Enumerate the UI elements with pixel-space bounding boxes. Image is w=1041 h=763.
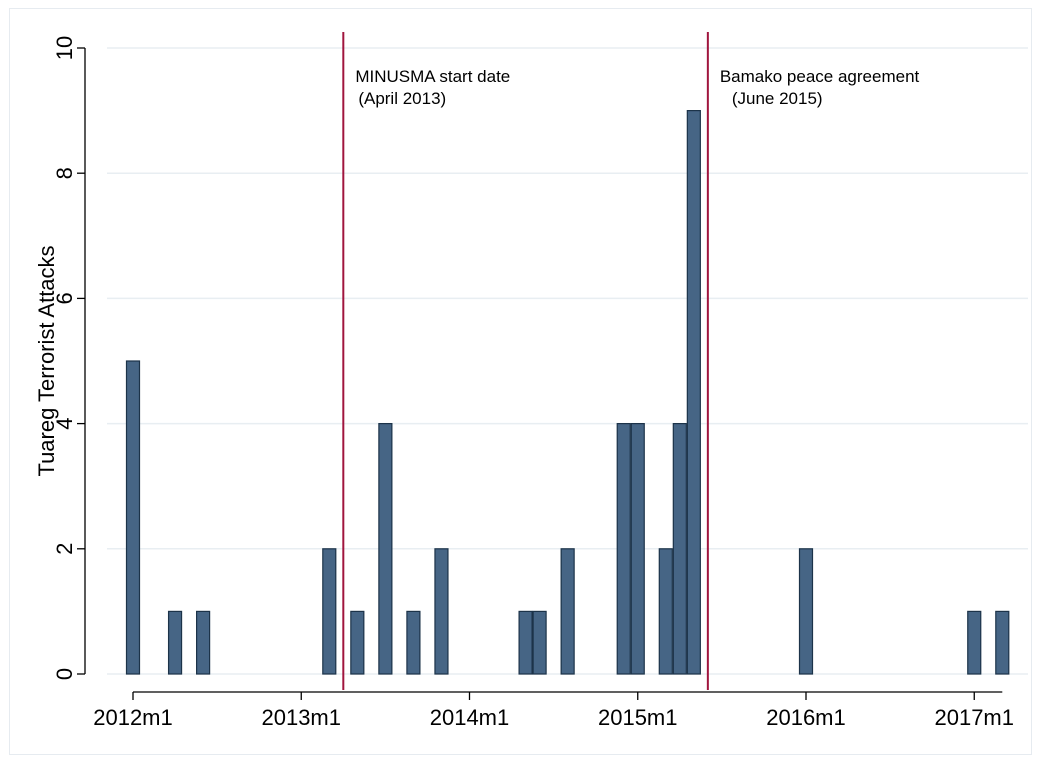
bar — [686, 109, 701, 675]
bar — [167, 610, 183, 675]
bar — [798, 548, 814, 675]
y-tick-label: 0 — [52, 668, 77, 680]
bar — [630, 423, 645, 675]
bar — [532, 610, 547, 675]
annotation-line: Bamako peace agreement — [720, 67, 920, 86]
bars — [125, 109, 1010, 675]
bar — [434, 548, 449, 675]
x-tick-label: 2015m1 — [598, 705, 678, 730]
annotation-label: Bamako peace agreement (June 2015) — [720, 67, 920, 108]
bar — [672, 423, 687, 675]
bar — [322, 548, 337, 675]
annotation-line: (April 2013) — [358, 89, 446, 108]
annotation-label: MINUSMA start date (April 2013) — [355, 67, 510, 108]
y-axis-title: Tuareg Terrorist Attacks — [34, 245, 59, 476]
y-tick-label: 4 — [52, 417, 77, 429]
y-tick-label: 2 — [52, 543, 77, 555]
bar — [406, 610, 421, 675]
bar — [378, 423, 393, 675]
annotation-line: MINUSMA start date — [355, 67, 510, 86]
bar — [967, 610, 982, 675]
x-tick-label: 2016m1 — [766, 705, 846, 730]
bar — [658, 548, 673, 675]
gridlines — [107, 47, 1028, 675]
annotation-line: (June 2015) — [732, 89, 823, 108]
x-tick-label: 2013m1 — [261, 705, 341, 730]
axes — [77, 47, 1003, 700]
bar — [196, 610, 211, 675]
labels: MINUSMA start date (April 2013) Bamako pea… — [34, 36, 1014, 730]
y-tick-label: 10 — [52, 36, 77, 60]
bar — [616, 423, 631, 675]
bar — [125, 360, 141, 675]
reference-lines — [342, 32, 709, 690]
bar — [995, 610, 1010, 675]
bar — [560, 548, 575, 675]
x-tick-label: 2012m1 — [93, 705, 173, 730]
x-tick-label: 2017m1 — [934, 705, 1014, 730]
y-tick-label: 8 — [52, 167, 77, 179]
y-tick-label: 6 — [52, 292, 77, 304]
x-tick-label: 2014m1 — [430, 705, 510, 730]
bar — [350, 610, 365, 675]
bar — [518, 610, 533, 675]
